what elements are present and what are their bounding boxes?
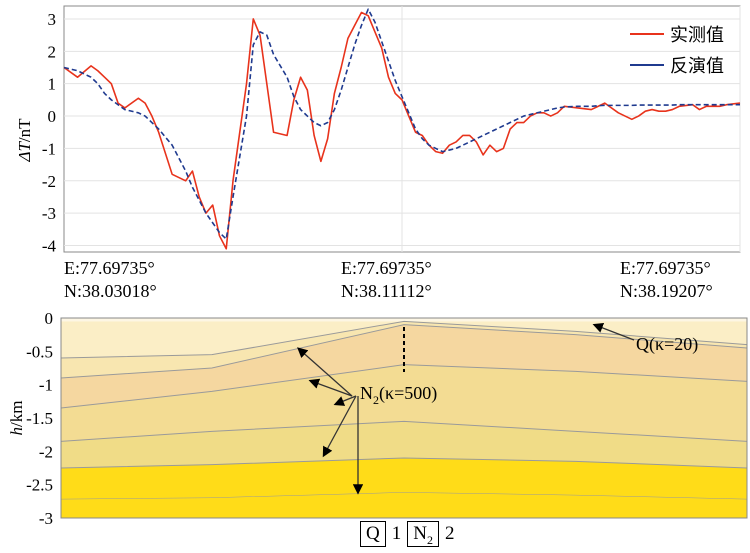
- layer-boundary: [60, 420, 748, 442]
- legend-n2-symbol: N2: [407, 521, 439, 547]
- bottom-y-axis-label: h/km: [7, 401, 26, 436]
- top-y-tick-label: 3: [48, 10, 57, 29]
- legend-q-symbol: Q: [360, 521, 386, 547]
- anomaly-chart: 3 2 1 0 -1 -2 -3 -4 ΔT/nT 实测值 反演值 E:77.69735° N…: [15, 5, 741, 301]
- legend-n2-number: 2: [444, 523, 455, 544]
- bottom-plot-frame: [60, 317, 748, 519]
- top-y-tick-label: 1: [48, 75, 57, 94]
- bottom-y-tick-label: -2: [39, 442, 53, 461]
- delta-t-symbol: ΔT: [15, 141, 34, 163]
- depth-layer: [61, 421, 747, 468]
- top-y-tick-label: -4: [42, 237, 57, 256]
- bottom-y-tick-label: -3: [39, 509, 53, 528]
- depth-layer: [61, 321, 747, 378]
- layer-boundary: [60, 320, 748, 359]
- legend-label-inverted: 反演值: [670, 56, 724, 77]
- bottom-y-tick-label: -1.5: [26, 409, 53, 428]
- coord-3-e: E:77.69735°: [620, 258, 711, 278]
- coordinate-labels: E:77.69735° N:38.03018° E:77.69735° N:38…: [64, 258, 713, 301]
- n2-arrow-1: [297, 347, 353, 397]
- coord-1-e: E:77.69735°: [64, 258, 155, 278]
- measured-series-line: [63, 11, 741, 250]
- q-arrow: [592, 322, 635, 341]
- top-y-tick-label: -3: [42, 204, 56, 223]
- h-symbol: h: [7, 427, 26, 436]
- bottom-y-tick-label: -2.5: [26, 476, 53, 495]
- n2-arrow-2: [308, 378, 353, 397]
- coord-3-n: N:38.19207°: [620, 281, 713, 301]
- depth-layer: [61, 324, 747, 408]
- top-y-axis-label: ΔT/nT: [15, 118, 34, 163]
- legend-q-number: 1: [391, 523, 402, 544]
- bottom-y-tick-label: -1: [39, 376, 53, 395]
- bottom-legend: Q 1 N2 2: [360, 521, 454, 547]
- n2-annotation: N2(κ=500): [360, 383, 437, 407]
- geologic-section: 0 -0.5 -1 -1.5 -2 -2.5 -3 h/km N2(κ=500) Q(κ=2…: [7, 309, 748, 528]
- top-y-tick-label: 0: [48, 107, 57, 126]
- basement-layer: [61, 492, 747, 518]
- depth-layer: [61, 318, 747, 322]
- inverted-series-line: [63, 8, 740, 240]
- legend-label-measured: 实测值: [670, 25, 724, 46]
- depth-layers: [60, 318, 748, 518]
- layer-boundary: [60, 457, 748, 469]
- n2-arrow-3: [333, 395, 357, 406]
- bottom-y-tick-label: 0: [45, 309, 54, 328]
- top-y-tick-label: -1: [42, 139, 56, 158]
- top-legend: 实测值 反演值: [630, 25, 724, 77]
- depth-layer: [61, 321, 747, 358]
- bottom-y-ticks: 0 -0.5 -1 -1.5 -2 -2.5 -3: [26, 309, 53, 528]
- top-y-tick-label: -2: [42, 172, 56, 191]
- coord-2-e: E:77.69735°: [341, 258, 432, 278]
- coord-1-n: N:38.03018°: [64, 281, 157, 301]
- depth-layer: [61, 364, 747, 442]
- nt-unit: nT: [15, 118, 34, 138]
- n2-arrow-4: [322, 395, 357, 458]
- n2-arrows: [297, 322, 635, 495]
- coord-2-n: N:38.11112°: [341, 281, 432, 301]
- top-y-ticks: 3 2 1 0 -1 -2 -3 -4: [42, 10, 57, 256]
- top-grid: [64, 6, 741, 252]
- top-series: [63, 8, 741, 250]
- q-annotation: Q(κ=20): [636, 334, 698, 355]
- km-unit: km: [7, 401, 26, 423]
- top-y-tick-label: 2: [48, 42, 57, 61]
- bottom-y-tick-label: -0.5: [26, 342, 53, 361]
